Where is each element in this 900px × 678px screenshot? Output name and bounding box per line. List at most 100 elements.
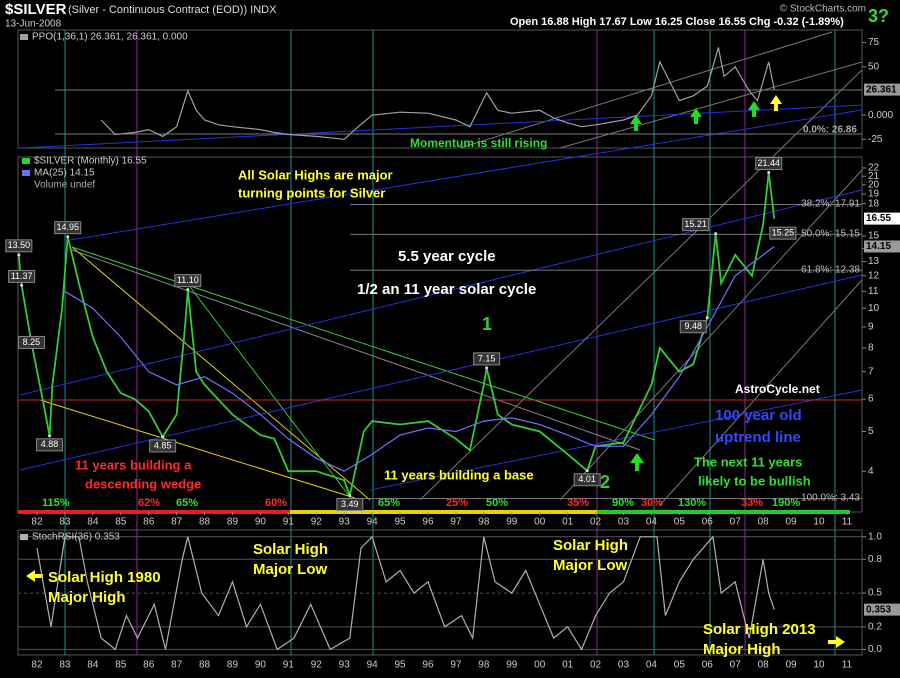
percent-label: 25% xyxy=(446,497,468,509)
y-tick-label: 10 xyxy=(868,303,880,314)
series-line xyxy=(36,535,775,651)
legend-swatch xyxy=(20,34,28,40)
y-tick-label: 5 xyxy=(868,426,874,437)
chart-title: $SILVER xyxy=(5,1,67,18)
value-box xyxy=(864,83,900,96)
y-tick-label: 75 xyxy=(868,37,880,48)
series-line xyxy=(100,47,775,140)
x-tick-label: 95 xyxy=(394,660,406,671)
fib-label: 50.0%: 15.15 xyxy=(801,228,860,239)
x-tick-label: 92 xyxy=(311,517,323,528)
x-tick-label: 10 xyxy=(813,517,825,528)
point-label: 15.25 xyxy=(772,228,795,238)
annotation: 0.0%: 26.86 xyxy=(803,125,857,136)
x-tick-label: 93 xyxy=(339,517,351,528)
chart-date: 13-Jun-2008 xyxy=(5,19,62,30)
x-tick-label: 11 xyxy=(842,660,853,671)
annotation: 100 year old xyxy=(715,407,802,424)
x-tick-label: 07 xyxy=(730,660,742,671)
point-marker xyxy=(66,235,70,239)
series-line xyxy=(64,246,775,472)
point-label: 15.21 xyxy=(684,219,707,229)
x-tick-label: 86 xyxy=(143,660,155,671)
y-tick-label: 0.0 xyxy=(868,644,882,655)
legend-swatch xyxy=(22,170,30,176)
y-tick-label: 22 xyxy=(868,163,880,174)
annotation: Solar High 2013 xyxy=(703,621,816,638)
corner-note: 3? xyxy=(868,6,889,26)
x-tick-label: 11 xyxy=(842,517,853,528)
point-label-box xyxy=(473,352,501,366)
annotation: likely to be bullish xyxy=(698,473,811,488)
legend-label: $SILVER (Monthly) 16.55 xyxy=(34,156,147,167)
annotation: Major Low xyxy=(553,557,627,574)
annotation: 1/2 an 11 year solar cycle xyxy=(357,281,536,298)
period-bar xyxy=(597,510,850,514)
y-tick-label: 7 xyxy=(868,366,874,377)
x-tick-label: 98 xyxy=(478,660,490,671)
point-label: 4.88 xyxy=(41,439,59,449)
percent-label: 115% xyxy=(42,497,70,509)
x-tick-label: 89 xyxy=(227,660,239,671)
annotation: 11 years building a xyxy=(75,457,192,472)
annotation: turning points for Silver xyxy=(238,185,385,200)
trend-line xyxy=(39,399,356,499)
point-label-box xyxy=(17,335,45,349)
x-tick-label: 03 xyxy=(618,517,630,528)
trend-line xyxy=(559,61,863,149)
y-tick-label: 8 xyxy=(868,343,874,354)
x-tick-label: 04 xyxy=(646,517,658,528)
legend-label: PPO(1,36,1) 26.361, 26.361, 0.000 xyxy=(32,32,188,43)
annotation: uptrend line xyxy=(715,429,801,446)
point-marker xyxy=(48,434,52,438)
point-label: 4.01 xyxy=(578,474,596,484)
point-label: 3.49 xyxy=(341,499,359,509)
chart-source: © StockCharts.com xyxy=(780,4,866,15)
x-tick-label: 87 xyxy=(171,517,183,528)
percent-label: 35% xyxy=(567,497,589,509)
legend-label: MA(25) 14.15 xyxy=(34,168,95,179)
x-tick-label: 04 xyxy=(646,660,658,671)
y-tick-label: 0.2 xyxy=(868,621,882,632)
fib-label: 38.2%: 17.91 xyxy=(801,199,860,210)
trend-line xyxy=(71,249,641,451)
percent-label: 62% xyxy=(138,497,160,509)
percent-label: 60% xyxy=(265,497,287,509)
annotation: Solar High 1980 xyxy=(48,569,161,586)
percent-label: 90% xyxy=(612,497,634,509)
x-tick-label: 82 xyxy=(31,660,43,671)
y-tick-label: 20 xyxy=(868,180,880,191)
y-tick-label: 15 xyxy=(868,231,880,242)
percent-label: 65% xyxy=(378,497,400,509)
trend-line xyxy=(19,274,863,471)
y-tick-label: 19 xyxy=(868,189,880,200)
x-tick-label: 93 xyxy=(339,660,351,671)
point-marker xyxy=(186,288,190,292)
legend-label: StochRSI(36) 0.353 xyxy=(32,532,120,543)
x-tick-label: 99 xyxy=(506,517,518,528)
point-label: 13.50 xyxy=(8,240,31,250)
x-tick-label: 07 xyxy=(730,517,742,528)
point-label-box xyxy=(5,239,33,253)
x-tick-label: 94 xyxy=(367,517,379,528)
y-tick-label: 18 xyxy=(868,198,880,209)
x-tick-label: 86 xyxy=(143,517,155,528)
y-tick-label: 4 xyxy=(868,466,874,477)
point-label: 11.10 xyxy=(177,275,199,285)
y-tick-label: 21 xyxy=(868,171,880,182)
fib-label: 100.0%: 3.43 xyxy=(801,493,860,504)
annotation: Major High xyxy=(48,589,126,606)
x-tick-label: 87 xyxy=(171,660,183,671)
point-label: 11.37 xyxy=(11,271,33,281)
x-tick-label: 85 xyxy=(115,517,127,528)
x-tick-label: 98 xyxy=(478,517,490,528)
point-label-box xyxy=(769,226,797,240)
point-label-box xyxy=(36,438,64,452)
percent-label: 65% xyxy=(176,497,198,509)
x-tick-label: 00 xyxy=(534,517,546,528)
percent-label: 130% xyxy=(678,497,706,509)
point-label: 14.95 xyxy=(56,222,79,232)
x-tick-label: 85 xyxy=(115,660,127,671)
annotation: All Solar Highs are major xyxy=(238,167,393,182)
